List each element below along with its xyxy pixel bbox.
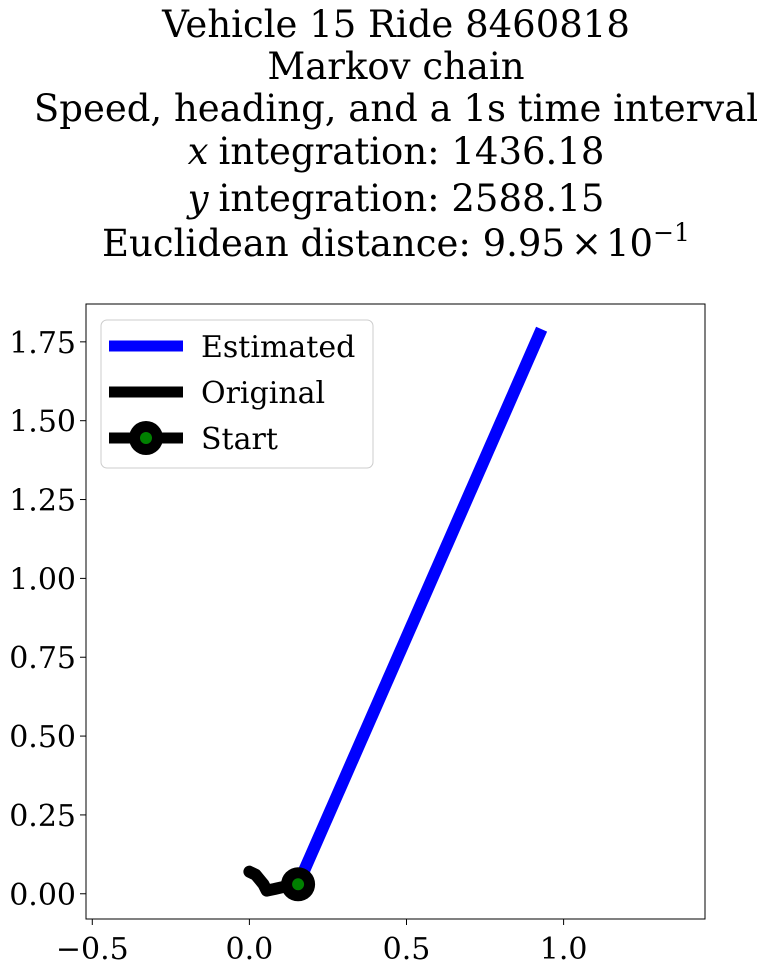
x-tick-label: 0.5 bbox=[383, 932, 431, 967]
legend-label-estimated: Estimated bbox=[201, 330, 355, 365]
title-y-integration: integration: 2588.15 bbox=[219, 177, 605, 220]
y-tick-label: 0.50 bbox=[9, 720, 76, 755]
x-tick-label: 1.0 bbox=[540, 932, 588, 967]
title-exponent: −1 bbox=[653, 218, 690, 247]
title-line-5: y integration: 2588.15 bbox=[186, 177, 605, 220]
title-line-6: Euclidean distance: 9.95 × 10−1 bbox=[102, 218, 690, 265]
y-tick-label: 1.25 bbox=[9, 484, 76, 519]
title-line-1: Vehicle 15 Ride 8460818 bbox=[161, 3, 630, 46]
legend-start-marker-inner bbox=[140, 432, 152, 444]
title-y-symbol: y bbox=[186, 177, 210, 220]
x-tick-label: −0.5 bbox=[56, 932, 129, 967]
title-times-sign: × bbox=[571, 222, 602, 265]
x-tick-label: 0.0 bbox=[226, 932, 274, 967]
legend-label-original: Original bbox=[201, 376, 325, 411]
chart-title: Vehicle 15 Ride 8460818 Markov chain Spe… bbox=[34, 3, 758, 265]
start-marker-inner bbox=[292, 878, 305, 891]
title-line-3: Speed, heading, and a 1s time interval bbox=[34, 87, 758, 130]
y-tick-label: 0.25 bbox=[9, 799, 76, 834]
title-ten-base: 10 bbox=[606, 222, 653, 265]
title-line-2: Markov chain bbox=[267, 45, 524, 88]
y-tick-label: 1.00 bbox=[9, 562, 76, 597]
y-tick-label: 0.75 bbox=[9, 641, 76, 676]
legend: Estimated Original Start bbox=[100, 319, 374, 469]
title-x-integration: integration: 1436.18 bbox=[218, 130, 604, 173]
title-line-4: x integration: 1436.18 bbox=[188, 130, 605, 173]
y-axis: 0.00 0.25 0.50 0.75 1.00 1.25 1.50 1.75 bbox=[9, 326, 86, 913]
legend-label-start: Start bbox=[201, 422, 278, 457]
title-x-symbol: x bbox=[188, 130, 209, 173]
title-distance: Euclidean distance: 9.95 bbox=[102, 222, 565, 265]
y-tick-label: 0.00 bbox=[9, 878, 76, 913]
legend-box bbox=[100, 319, 374, 469]
y-tick-label: 1.50 bbox=[9, 405, 76, 440]
y-tick-label: 1.75 bbox=[9, 326, 76, 361]
x-axis: −0.5 0.0 0.5 1.0 bbox=[56, 919, 588, 967]
series-layer bbox=[243, 326, 548, 902]
series-line-estimated bbox=[292, 326, 548, 887]
